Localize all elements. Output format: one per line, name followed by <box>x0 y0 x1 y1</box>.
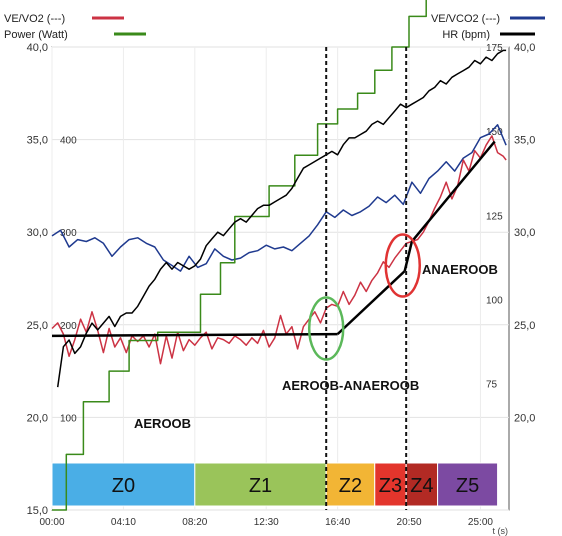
x-tick-label: 25:00 <box>468 517 493 528</box>
y-left-tick-label: 35,0 <box>27 135 48 147</box>
x-tick-label: 12:30 <box>254 517 279 528</box>
x-tick-label: 08:20 <box>182 517 207 528</box>
trend-line <box>336 270 406 336</box>
zone-label: Z4 <box>410 475 433 497</box>
zone-block <box>194 462 327 507</box>
legend-label-power: Power (Watt) <box>4 29 68 41</box>
x-tick-label: 20:50 <box>397 517 422 528</box>
annotations: AEROOB AEROOB-ANAEROOB ANAEROOB <box>134 262 498 431</box>
zone-block <box>405 462 439 507</box>
trend-line <box>51 332 338 338</box>
zone-label: Z3 <box>379 475 402 497</box>
y-right-tick-label: 30,0 <box>514 227 535 239</box>
y-right-tick-label: 35,0 <box>514 135 535 147</box>
y-right-tick-label: 20,0 <box>514 412 535 424</box>
threshold-marker-ellipse <box>307 296 345 361</box>
threshold-marker-ellipse <box>384 233 421 298</box>
power-tick-label: 100 <box>60 413 77 424</box>
power-tick-label: 200 <box>60 321 77 332</box>
series-line-ve-vco2 <box>51 124 507 272</box>
y-right-tick-label: 25,0 <box>514 320 535 332</box>
threshold-lines <box>325 47 408 510</box>
series-layer <box>51 0 507 511</box>
zone-block <box>51 462 196 507</box>
trend-line <box>403 140 496 272</box>
legend: VE/VO2 (---) Power (Watt) VE/VCO2 (---) … <box>4 13 545 41</box>
y-left-tick-label: 15,0 <box>27 505 48 517</box>
legend-label-hr: HR (bpm) <box>442 29 490 41</box>
series-line-power <box>52 0 427 511</box>
x-tick-label: 16:40 <box>325 517 350 528</box>
hr-tick-label: 125 <box>486 211 503 222</box>
y-left-tick-label: 40,0 <box>27 42 48 54</box>
legend-label-ve-vo2: VE/VO2 (---) <box>4 13 65 25</box>
hr-tick-label: 75 <box>486 380 498 391</box>
zone-bar: Z0 Z1 Z2 Z3 Z4 Z5 <box>51 462 499 507</box>
plot-area <box>51 46 510 511</box>
hr-tick-label: 175 <box>486 43 503 54</box>
power-tick-label: 300 <box>60 228 77 239</box>
hr-tick-label: 150 <box>486 127 503 138</box>
zone-label: Z2 <box>339 475 362 497</box>
grid-and-ticks: 40,0 35,0 30,0 25,0 20,0 15,000:00 04:10 08:20 1… <box>27 42 536 528</box>
y-left-tick-label: 20,0 <box>27 412 48 424</box>
trend-lines <box>51 140 496 338</box>
x-tick-label: 04:10 <box>111 517 136 528</box>
x-axis-unit: t (s) <box>493 526 509 536</box>
zone-label: Z1 <box>249 475 272 497</box>
zone-label: Z0 <box>112 475 135 497</box>
x-tick-label: 00:00 <box>39 517 64 528</box>
y-left-tick-label: 25,0 <box>27 320 48 332</box>
annotation-aeroob: AEROOB <box>134 416 191 431</box>
y-right-tick-label: 40,0 <box>514 42 535 54</box>
threshold-markers <box>307 233 421 361</box>
annotation-aeroob-anaeroob: AEROOB-ANAEROOB <box>282 378 419 393</box>
zone-block <box>437 462 499 507</box>
y-left-tick-label: 30,0 <box>27 227 48 239</box>
hr-tick-label: 100 <box>486 296 503 307</box>
series-line-hr <box>56 49 507 388</box>
series-line-ve-vo2 <box>51 135 507 365</box>
zone-block <box>325 462 376 507</box>
legend-label-ve-vco2: VE/VCO2 (---) <box>431 13 500 25</box>
annotation-anaeroob: ANAEROOB <box>422 262 498 277</box>
power-tick-label: 400 <box>60 136 77 147</box>
zone-label: Z5 <box>456 475 479 497</box>
